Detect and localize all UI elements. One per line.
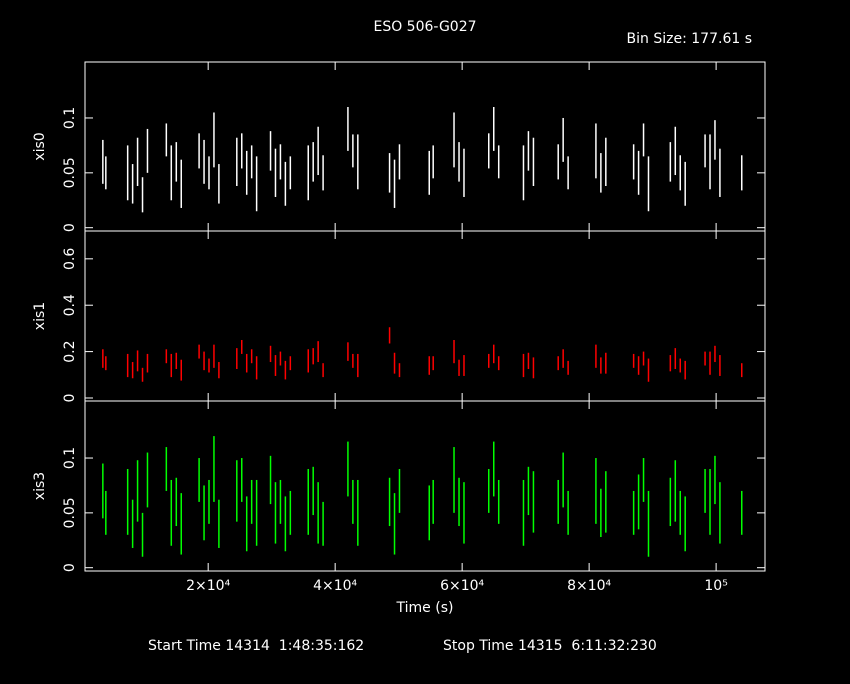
y-tick-label: 0.6 xyxy=(62,248,78,270)
panel-frame xyxy=(84,61,766,232)
x-tick-label: 4×10⁴ xyxy=(313,578,357,594)
x-tick-label: 2×10⁴ xyxy=(186,578,230,594)
y-tick-label: 0 xyxy=(62,563,78,572)
y-tick-label: 0 xyxy=(62,394,78,403)
error-bars xyxy=(102,106,743,213)
y-tick-label: 0.05 xyxy=(62,497,78,528)
y-tick-label: 0.05 xyxy=(62,157,78,188)
y-axis-label: xis0 xyxy=(32,132,48,160)
chart-title: ESO 506-G027 xyxy=(373,19,476,35)
stop-time: Stop Time 14315 6:11:32:230 xyxy=(443,638,657,654)
bin-size: Bin Size: 177.61 s xyxy=(627,31,752,47)
error-bars xyxy=(102,436,743,557)
panel-frame xyxy=(84,230,766,402)
panel-frame xyxy=(84,400,766,572)
x-axis-label: Time (s) xyxy=(396,600,454,616)
y-tick-label: 0.4 xyxy=(62,294,78,316)
y-tick-label: 0.2 xyxy=(62,340,78,362)
start-time: Start Time 14314 1:48:35:162 xyxy=(148,638,364,654)
x-tick-label: 6×10⁴ xyxy=(440,578,484,594)
x-tick-label: 10⁵ xyxy=(704,578,727,594)
y-tick-label: 0.1 xyxy=(62,107,78,129)
x-tick-label: 8×10⁴ xyxy=(567,578,611,594)
y-axis-label: xis1 xyxy=(32,302,48,330)
error-bars xyxy=(102,327,743,382)
y-tick-label: 0 xyxy=(62,223,78,232)
y-axis-label: xis3 xyxy=(32,472,48,500)
y-tick-label: 0.1 xyxy=(62,447,78,469)
